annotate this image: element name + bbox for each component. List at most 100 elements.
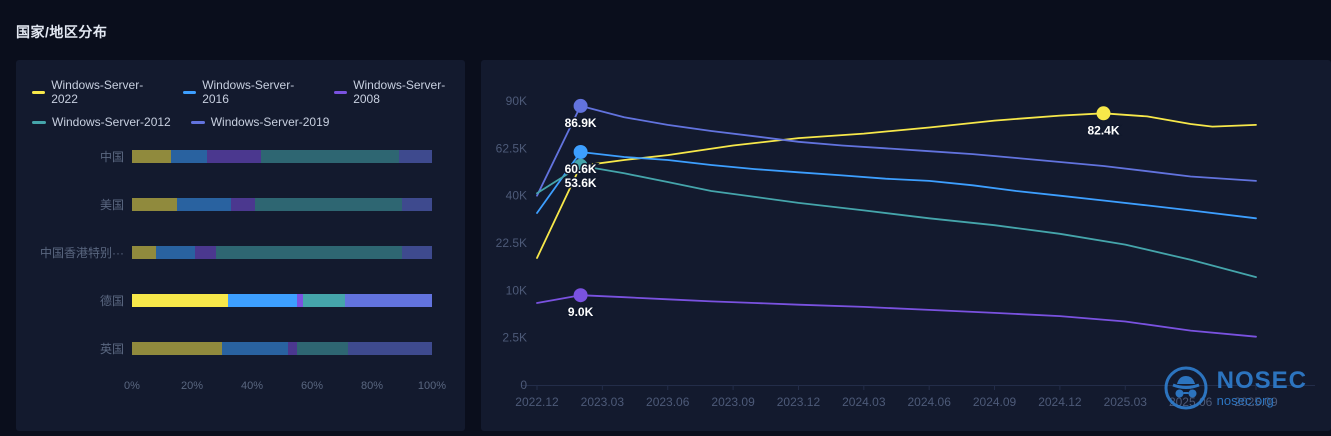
bar-category-label: 中国香港特别··· <box>40 245 124 260</box>
nosec-spy-logo-icon <box>1164 366 1208 410</box>
series-line-Windows-Server-2022[interactable] <box>536 112 1257 259</box>
legend-label: Windows-Server-2012 <box>52 115 171 129</box>
bar-row: 中国 <box>24 132 454 180</box>
max-point-marker-Windows-Server-2016[interactable] <box>573 145 588 159</box>
legend-swatch <box>190 120 205 124</box>
bar-segment-Windows-Server-2012[interactable] <box>303 293 345 307</box>
bar-segment-Windows-Server-2016[interactable] <box>222 341 288 355</box>
bar-segment-Windows-Server-2012[interactable] <box>216 245 402 259</box>
bar-segment-Windows-Server-2022[interactable] <box>132 149 171 163</box>
legend-item-Windows-Server-2022[interactable]: Windows-Server-2022 <box>32 78 163 106</box>
spy-glasses-left <box>1175 389 1184 398</box>
y-axis-label: 22.5K <box>496 236 527 250</box>
x-axis-label: 2023.12 <box>777 395 821 409</box>
bar-segment-Windows-Server-2012[interactable] <box>297 341 348 355</box>
bar-segment-Windows-Server-2008[interactable] <box>288 341 297 355</box>
max-point-marker-Windows-Server-2019[interactable] <box>573 98 588 113</box>
series-line-Windows-Server-2019[interactable] <box>536 105 1257 197</box>
legend-item-Windows-Server-2012[interactable]: Windows-Server-2012 <box>32 115 171 129</box>
legend-row: Windows-Server-2022 Windows-Server-2016 Wi… <box>32 78 465 106</box>
bar-axis-tick: 40% <box>240 380 264 392</box>
bar-axis-tick: 100% <box>417 380 447 392</box>
spy-hat-brim <box>1172 383 1200 389</box>
bar-segment-Windows-Server-2008[interactable] <box>297 293 303 307</box>
bar-row: 英国 <box>24 324 454 372</box>
bar-track <box>132 197 432 211</box>
x-axis-label: 2023.09 <box>711 395 755 409</box>
spy-hat-crown <box>1176 376 1195 384</box>
bar-segment-Windows-Server-2022[interactable] <box>132 293 228 307</box>
series-line-Windows-Server-2012[interactable] <box>536 164 1257 278</box>
bar-segment-Windows-Server-2019[interactable] <box>345 293 432 307</box>
legend-label: Windows-Server-2016 <box>202 78 295 106</box>
x-axis-label: 2025.09 <box>1234 395 1278 409</box>
legend-swatch <box>183 90 197 94</box>
x-axis-label: 2024.03 <box>842 395 886 409</box>
country-distribution-panel: Windows-Server-2022 Windows-Server-2016 Wi… <box>16 60 465 431</box>
bar-segment-Windows-Server-2019[interactable] <box>348 341 432 355</box>
bar-axis-tick: 0% <box>124 380 140 392</box>
max-point-label: 9.0K <box>568 305 594 319</box>
bar-segment-Windows-Server-2019[interactable] <box>399 149 432 163</box>
y-axis-label: 2.5K <box>502 331 527 345</box>
bar-axis-tick: 60% <box>300 380 324 392</box>
bar-segment-Windows-Server-2012[interactable] <box>261 149 399 163</box>
max-point-label: 53.6K <box>565 176 597 190</box>
nosec-watermark-text: NOSEC nosec.org <box>1216 366 1307 408</box>
bar-track <box>132 293 432 307</box>
bar-segment-Windows-Server-2019[interactable] <box>402 245 432 259</box>
max-point-label: 86.9K <box>565 116 597 130</box>
bar-segment-Windows-Server-2019[interactable] <box>402 197 432 211</box>
bar-segment-Windows-Server-2008[interactable] <box>207 149 261 163</box>
x-axis-label: 2024.09 <box>973 395 1017 409</box>
max-point-marker-Windows-Server-2008[interactable] <box>573 288 588 303</box>
max-point-label: 60.6K <box>565 162 597 176</box>
bar-track <box>132 341 432 355</box>
bar-segment-Windows-Server-2008[interactable] <box>231 197 255 211</box>
legend: Windows-Server-2022 Windows-Server-2016 Wi… <box>16 60 465 129</box>
legend-item-Windows-Server-2008[interactable]: Windows-Server-2008 <box>334 78 465 106</box>
bar-row: 美国 <box>24 180 454 228</box>
bar-row: 德国 <box>24 276 454 324</box>
bar-x-axis: 0% 20% 40% 60% 80% 100% <box>124 380 446 396</box>
nosec-site: nosec.org <box>1216 392 1274 408</box>
x-axis-label: 2024.12 <box>1038 395 1082 409</box>
legend-swatch <box>32 120 46 124</box>
x-axis-label: 2023.03 <box>581 395 625 409</box>
bar-segment-Windows-Server-2012[interactable] <box>255 197 402 211</box>
bar-category-label: 德国 <box>99 293 124 308</box>
legend-item-Windows-Server-2016[interactable]: Windows-Server-2016 <box>183 78 314 106</box>
max-point-marker-Windows-Server-2012[interactable] <box>573 158 588 173</box>
bar-segment-Windows-Server-2008[interactable] <box>195 245 216 259</box>
legend-label: Windows-Server-2019 <box>210 115 330 129</box>
bar-segment-Windows-Server-2022[interactable] <box>132 245 156 259</box>
nosec-brand: NOSEC <box>1216 366 1307 394</box>
max-point-marker-Windows-Server-2022[interactable] <box>1096 106 1111 121</box>
bar-segment-Windows-Server-2022[interactable] <box>132 341 222 355</box>
page-title: 国家/地区分布 <box>16 24 108 40</box>
x-axis-label: 2024.06 <box>907 395 951 409</box>
bar-axis-tick: 20% <box>180 380 204 392</box>
legend-item-Windows-Server-2019[interactable]: Windows-Server-2019 <box>190 115 330 129</box>
legend-row: Windows-Server-2012 Windows-Server-2019 <box>32 115 465 129</box>
legend-swatch <box>32 90 46 94</box>
series-line-Windows-Server-2016[interactable] <box>536 151 1257 220</box>
bar-segment-Windows-Server-2016[interactable] <box>156 245 195 259</box>
logo-circle-frame <box>1164 366 1208 410</box>
x-axis-label: 2025.03 <box>1104 395 1148 409</box>
y-axis-label: 0 <box>520 378 527 392</box>
stacked-bar-chart: 中国 美国 中国香港特别··· 德国 英国 0% 20% 40% 60% 80% 100% <box>24 132 454 396</box>
line-chart-svg: 2022.12 2023.03 2023.06 2023.09 2023.12 2024.… <box>496 94 1315 409</box>
bar-segment-Windows-Server-2016[interactable] <box>171 149 207 163</box>
legend-label: Windows-Server-2022 <box>51 78 144 106</box>
series-line-Windows-Server-2008[interactable] <box>536 294 1257 338</box>
y-axis-label: 62.5K <box>496 141 527 155</box>
y-axis-label: 10K <box>506 283 527 297</box>
x-axis-label: 2023.06 <box>646 395 690 409</box>
bar-segment-Windows-Server-2022[interactable] <box>132 197 177 211</box>
bar-segment-Windows-Server-2016[interactable] <box>177 197 231 211</box>
bar-track <box>132 149 432 163</box>
trend-line-chart: 2022.12 2023.03 2023.06 2023.09 2023.12 2024.… <box>481 60 1331 436</box>
nosec-watermark: NOSEC nosec.org <box>1163 365 1307 411</box>
bar-segment-Windows-Server-2016[interactable] <box>228 293 297 307</box>
